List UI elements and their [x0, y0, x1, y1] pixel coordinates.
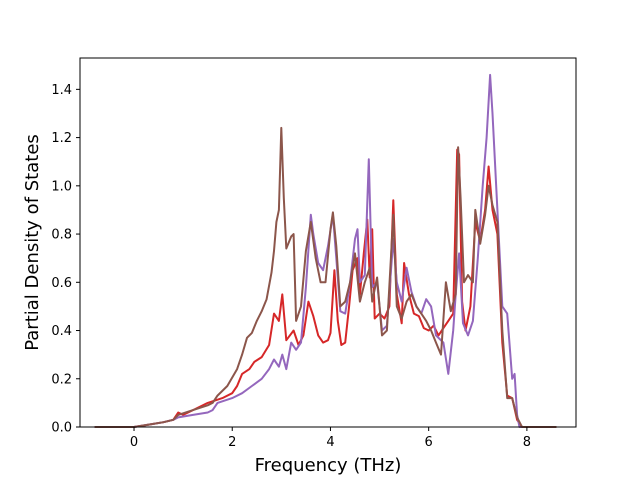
- y-tick-label: 0.6: [51, 276, 72, 291]
- y-tick-label: 1.0: [51, 179, 72, 194]
- series-line-1: [94, 148, 557, 428]
- y-axis-label: Partial Density of States: [22, 134, 43, 351]
- x-axis-label: Frequency (THz): [255, 455, 402, 476]
- x-tick-label: 8: [523, 435, 531, 450]
- y-tick-label: 0.2: [51, 372, 72, 387]
- y-tick-label: 1.4: [51, 83, 72, 98]
- x-axis-ticks: 0 2 4 6 8: [130, 427, 531, 450]
- x-tick-label: 2: [228, 435, 236, 450]
- plot-frame: [79, 57, 577, 428]
- series-line-3: [94, 126, 557, 428]
- x-tick-label: 0: [130, 435, 138, 450]
- y-tick-label: 1.2: [51, 131, 72, 146]
- x-tick-label: 4: [326, 435, 334, 450]
- y-tick-label: 0.8: [51, 228, 72, 243]
- x-tick-label: 6: [425, 435, 433, 450]
- y-axis-ticks: 0.0 0.2 0.4 0.6 0.8 1.0 1.2 1.4: [51, 83, 80, 436]
- plot-lines: [94, 73, 557, 428]
- series-line-2: [94, 73, 557, 428]
- y-tick-label: 0.4: [51, 324, 72, 339]
- y-tick-label: 0.0: [51, 421, 72, 436]
